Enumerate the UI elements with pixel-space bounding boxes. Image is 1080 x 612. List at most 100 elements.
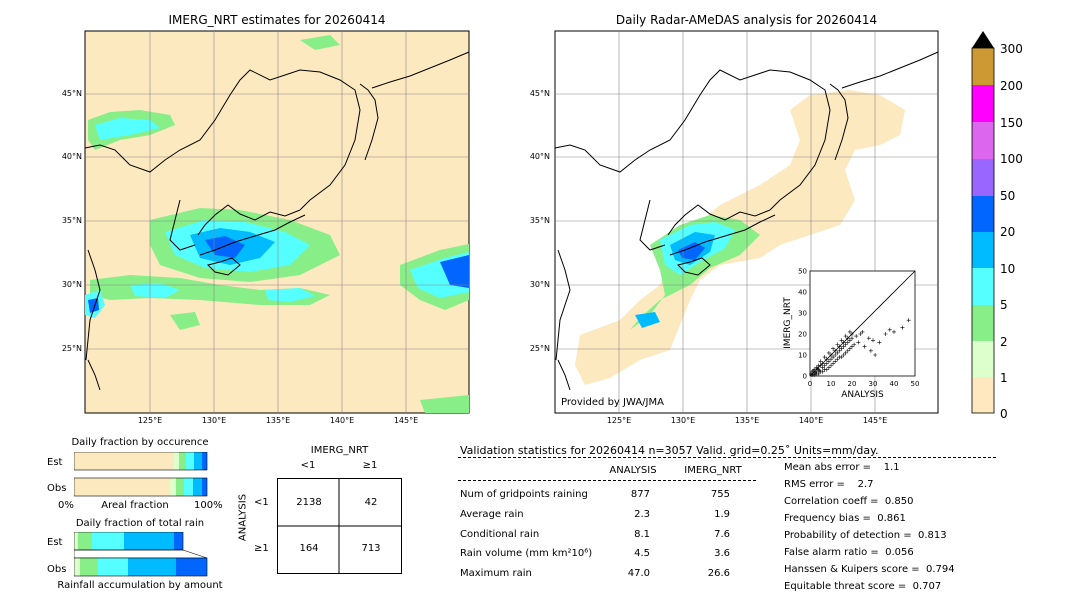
right-lat-label: 25°N: [529, 344, 550, 353]
colorbar-label: 1: [1000, 371, 1008, 385]
scatter-point: [843, 342, 848, 347]
colorbar-swatch-10: [972, 268, 994, 305]
right-lon-label: 130°E: [670, 416, 696, 425]
contingency-cell: 2138: [296, 497, 322, 508]
amount-bar-obs: [74, 557, 208, 577]
score-line: RMS error = 2.7: [784, 479, 874, 490]
scatter-point: [812, 372, 817, 377]
scatter-point: [809, 371, 814, 376]
occurrence-xlabel-right: 100%: [194, 500, 223, 511]
colorbar-extend-arrow: [972, 31, 994, 48]
scatter-point: [850, 344, 854, 349]
scatter-point: [841, 340, 846, 345]
scatter-point: [847, 338, 852, 343]
colorbar-label: 50: [1000, 189, 1016, 203]
left-lon-label: 145°E: [393, 416, 419, 425]
left-lon-label: 125°E: [137, 416, 163, 425]
scatter-point: [833, 353, 838, 357]
score-line: Probability of detection = 0.813: [784, 530, 947, 541]
left-map-coastline: [84, 51, 470, 391]
right-lon-label: 140°E: [798, 416, 824, 425]
scatter-point: [837, 348, 842, 353]
occurrence-row-est: Est: [47, 457, 63, 468]
scatter-point: [873, 353, 878, 357]
scatter-point: [818, 359, 823, 364]
scatter-ytick-label: 40: [798, 289, 807, 297]
validation-imerg-value: 1.9: [714, 509, 730, 520]
scatter-point: [868, 348, 873, 353]
validation-row-label: Maximum rain: [460, 568, 532, 579]
colorbar-label: 200: [1000, 79, 1023, 93]
scatter-point: [843, 350, 848, 355]
scatter-point: [831, 346, 836, 351]
contingency-grid: [277, 478, 402, 574]
amount-row-est: Est: [47, 537, 63, 548]
validation-row-label: Num of gridpoints raining: [460, 489, 588, 500]
score-line: Correlation coeff = 0.850: [784, 496, 914, 507]
scatter-ytick-label: 0: [803, 373, 807, 381]
occurrence-bar-obs: [74, 477, 208, 497]
colorbar-label: 150: [1000, 116, 1023, 130]
scatter-point: [815, 366, 820, 371]
scatter-point: [829, 353, 833, 357]
scatter-ytick-label: 20: [798, 331, 807, 339]
left-lat-label: 30°N: [61, 280, 82, 289]
scatter-point: [847, 329, 852, 334]
colorbar-label: 5: [1000, 298, 1008, 312]
validation-subdivider: [458, 480, 756, 481]
scatter-point: [826, 359, 831, 364]
colorbar-label: 100: [1000, 152, 1023, 166]
scatter-point: [833, 348, 838, 353]
contingency-cell: 164: [299, 543, 319, 554]
left-map-rain: [85, 35, 469, 413]
colorbar-label: 300: [1000, 42, 1023, 56]
left-lat-label: 35°N: [61, 216, 82, 225]
scatter-point: [816, 371, 821, 376]
amount-bar-est: [74, 532, 184, 551]
scatter-point: [860, 329, 865, 334]
scatter-point: [906, 318, 911, 323]
right-map-coastline: [554, 51, 939, 391]
scatter-xtick-label: 30: [869, 380, 878, 388]
right-lon-label: 135°E: [734, 416, 760, 425]
right-lat-label: 45°N: [529, 89, 550, 98]
scatter-point: [817, 368, 822, 373]
validation-analysis-value: 877: [630, 489, 650, 500]
validation-imerg-value: 7.6: [714, 529, 730, 540]
scatter-point: [871, 338, 875, 343]
right-lat-label: 30°N: [529, 280, 550, 289]
scatter-point: [852, 342, 857, 347]
left-lon-label: 130°E: [201, 416, 227, 425]
left-map-grid: [85, 31, 469, 413]
scatter-xtick-label: 0: [808, 380, 812, 388]
scatter-point: [839, 338, 844, 343]
contingency-title: IMERG_NRT: [310, 445, 369, 456]
colorbar-label: 2: [1000, 335, 1008, 349]
scatter-point: [835, 350, 840, 355]
score-line: False alarm ratio = 0.056: [784, 547, 914, 558]
scatter-point: [820, 361, 825, 366]
left-lat-label: 25°N: [61, 344, 82, 353]
scatter-point: [850, 332, 854, 336]
scatter-point: [833, 359, 838, 364]
amount-bars: [74, 532, 208, 577]
occurrence-bars: [74, 452, 208, 497]
colorbar-swatch-150: [972, 122, 994, 159]
amount-title: Daily fraction of total rain: [75, 518, 205, 529]
scatter-point: [822, 363, 827, 368]
scatter-point: [826, 365, 831, 370]
scatter-xtick-label: 10: [827, 380, 836, 388]
contingency-cell: 42: [364, 497, 378, 508]
occurrence-xlabel-left: 0%: [58, 500, 74, 511]
scatter-point: [831, 355, 836, 360]
scatter-point: [826, 350, 831, 355]
validation-imerg-value: 755: [710, 489, 730, 500]
scatter-xtick-label: 20: [848, 380, 857, 388]
right-lat-label: 40°N: [529, 152, 550, 161]
right-lat-label: 35°N: [529, 216, 550, 225]
colorbar: [971, 31, 995, 414]
occurrence-bar-est: [74, 452, 208, 471]
scatter-point: [841, 344, 846, 349]
colorbar-swatch-1: [972, 377, 994, 413]
